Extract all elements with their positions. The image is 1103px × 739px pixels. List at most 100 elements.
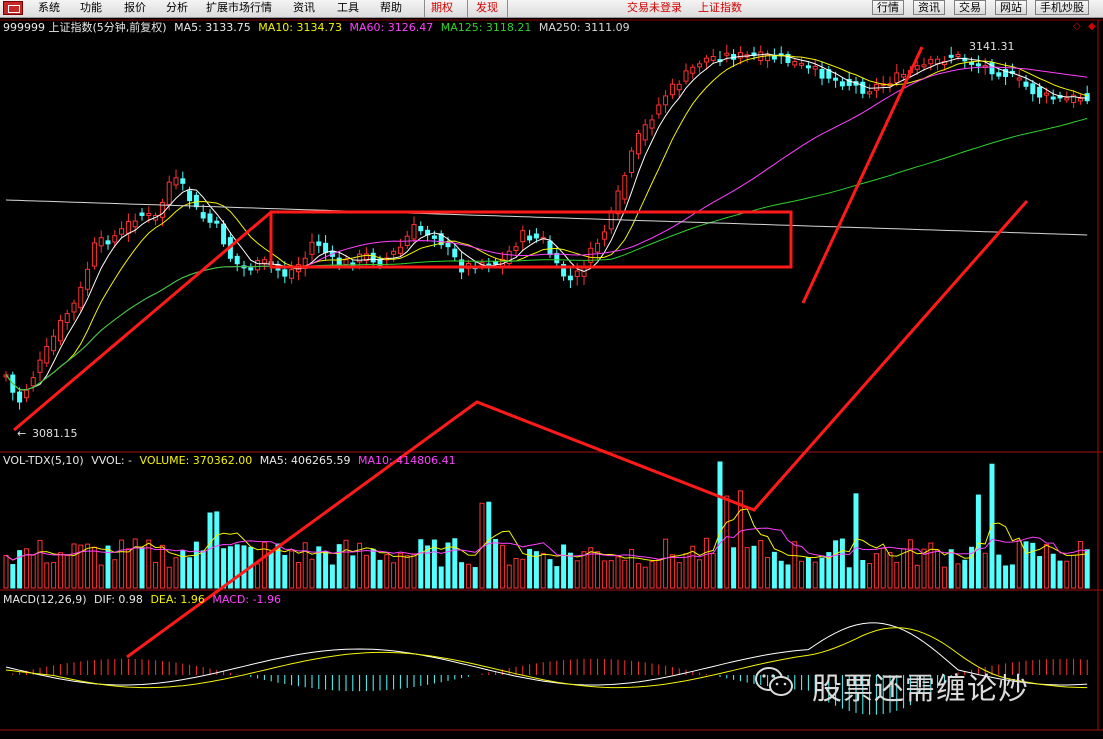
volume-bar — [812, 561, 818, 589]
candle-body — [969, 61, 975, 65]
volume-bar — [268, 552, 274, 589]
volume-bar — [1016, 539, 1022, 589]
ma10-line — [5, 55, 1088, 391]
volume-bar — [486, 501, 492, 589]
volume-bar — [683, 553, 689, 589]
candle-body — [57, 319, 63, 342]
button-website[interactable]: 网站 — [995, 0, 1027, 15]
candle-body — [676, 83, 682, 91]
candle-body — [397, 246, 403, 254]
volume-bar — [962, 559, 968, 589]
diamond-icon-2[interactable]: ◆ — [1088, 21, 1096, 32]
volume-bar — [703, 537, 709, 589]
candle-body — [166, 181, 172, 206]
moving-average-lines — [5, 53, 1088, 391]
diamond-icon[interactable]: ◇ — [1073, 21, 1081, 32]
volume-bar — [1003, 565, 1009, 589]
candle-body — [105, 240, 111, 245]
candle-body — [656, 104, 662, 115]
button-mobile-trading[interactable]: 手机炒股 — [1035, 0, 1089, 15]
volume-bar — [377, 559, 383, 589]
volume-bar — [125, 548, 131, 589]
menu-extended-market[interactable]: 扩展市场行情 — [206, 1, 272, 14]
vvol-readout: VVOL: - — [91, 454, 133, 467]
candle-body — [51, 335, 57, 352]
volume-bar — [452, 538, 458, 589]
volume-readout: VOLUME: 370362.00 — [139, 454, 253, 467]
volume-bar — [227, 546, 233, 589]
button-trade[interactable]: 交易 — [954, 0, 986, 15]
volume-bar — [941, 566, 947, 589]
volume-bar — [826, 552, 832, 589]
candle-body — [975, 63, 981, 67]
volume-bar — [465, 563, 471, 589]
dea-line — [5, 627, 1088, 689]
candle-body — [1043, 92, 1049, 96]
volume-bar — [853, 493, 859, 589]
trade-login-status[interactable]: 交易未登录 — [627, 1, 682, 14]
candle-body — [1037, 86, 1043, 98]
volume-bar — [642, 566, 648, 589]
menu-options[interactable]: 期权 — [431, 1, 453, 14]
candle-body — [248, 267, 254, 271]
candle-body — [724, 52, 730, 56]
candle-body — [697, 63, 703, 68]
ma250-readout: MA250: 3111.09 — [538, 21, 630, 34]
candle-body — [1071, 94, 1077, 104]
candle-body — [357, 253, 363, 263]
candle-body — [826, 69, 832, 79]
menu-quote[interactable]: 报价 — [124, 1, 146, 14]
volume-bar — [91, 546, 97, 589]
menu-function[interactable]: 功能 — [80, 1, 102, 14]
volume-bar — [690, 545, 696, 589]
menu-system[interactable]: 系统 — [38, 1, 60, 14]
volume-bar — [758, 540, 764, 589]
candle-body — [193, 194, 199, 208]
volume-bar — [329, 564, 335, 589]
candle-body — [703, 57, 709, 63]
time-axis — [0, 731, 1103, 739]
volume-bar — [867, 563, 873, 589]
volume-bar — [207, 512, 213, 589]
volume-bar — [887, 551, 893, 589]
candle-body — [867, 91, 873, 95]
volume-ma10-line — [5, 527, 1088, 561]
volume-indicator-name: VOL-TDX(5,10) — [3, 454, 84, 467]
candle-body — [527, 235, 533, 241]
button-info[interactable]: 资讯 — [913, 0, 945, 15]
candle-body — [996, 72, 1002, 77]
menu-tools[interactable]: 工具 — [337, 1, 359, 14]
volume-bar — [649, 561, 655, 589]
volume-bar — [506, 564, 512, 589]
volume-bar — [445, 542, 451, 589]
candle-body — [601, 231, 607, 240]
menu-discover[interactable]: 发现 — [476, 1, 498, 14]
candle-body — [669, 83, 675, 96]
high-price-label: 3141.31 — [969, 40, 1015, 53]
volume-bar — [316, 546, 322, 589]
candle-body — [574, 270, 580, 278]
button-quotes[interactable]: 行情 — [872, 0, 904, 15]
volume-bar — [397, 552, 403, 589]
volume-bar — [98, 564, 104, 589]
candle-body — [554, 252, 560, 264]
candle-body — [255, 260, 261, 271]
candle-body — [309, 241, 315, 255]
dif-line — [5, 622, 1088, 686]
app-logo-icon[interactable] — [3, 1, 23, 15]
volume-bar — [629, 548, 635, 589]
volume-bar — [139, 547, 145, 589]
candle-body — [98, 237, 104, 247]
menu-help[interactable]: 帮助 — [380, 1, 402, 14]
candle-body — [928, 58, 934, 65]
volume-bar — [601, 560, 607, 589]
candle-body — [1084, 93, 1090, 102]
ma10-readout: MA10: 3134.73 — [258, 21, 342, 34]
candle-body — [261, 259, 267, 264]
candle-body — [506, 250, 512, 264]
menu-info[interactable]: 资讯 — [293, 1, 315, 14]
volume-bar — [418, 539, 424, 589]
volume-bar — [561, 544, 567, 589]
menu-analysis[interactable]: 分析 — [166, 1, 188, 14]
